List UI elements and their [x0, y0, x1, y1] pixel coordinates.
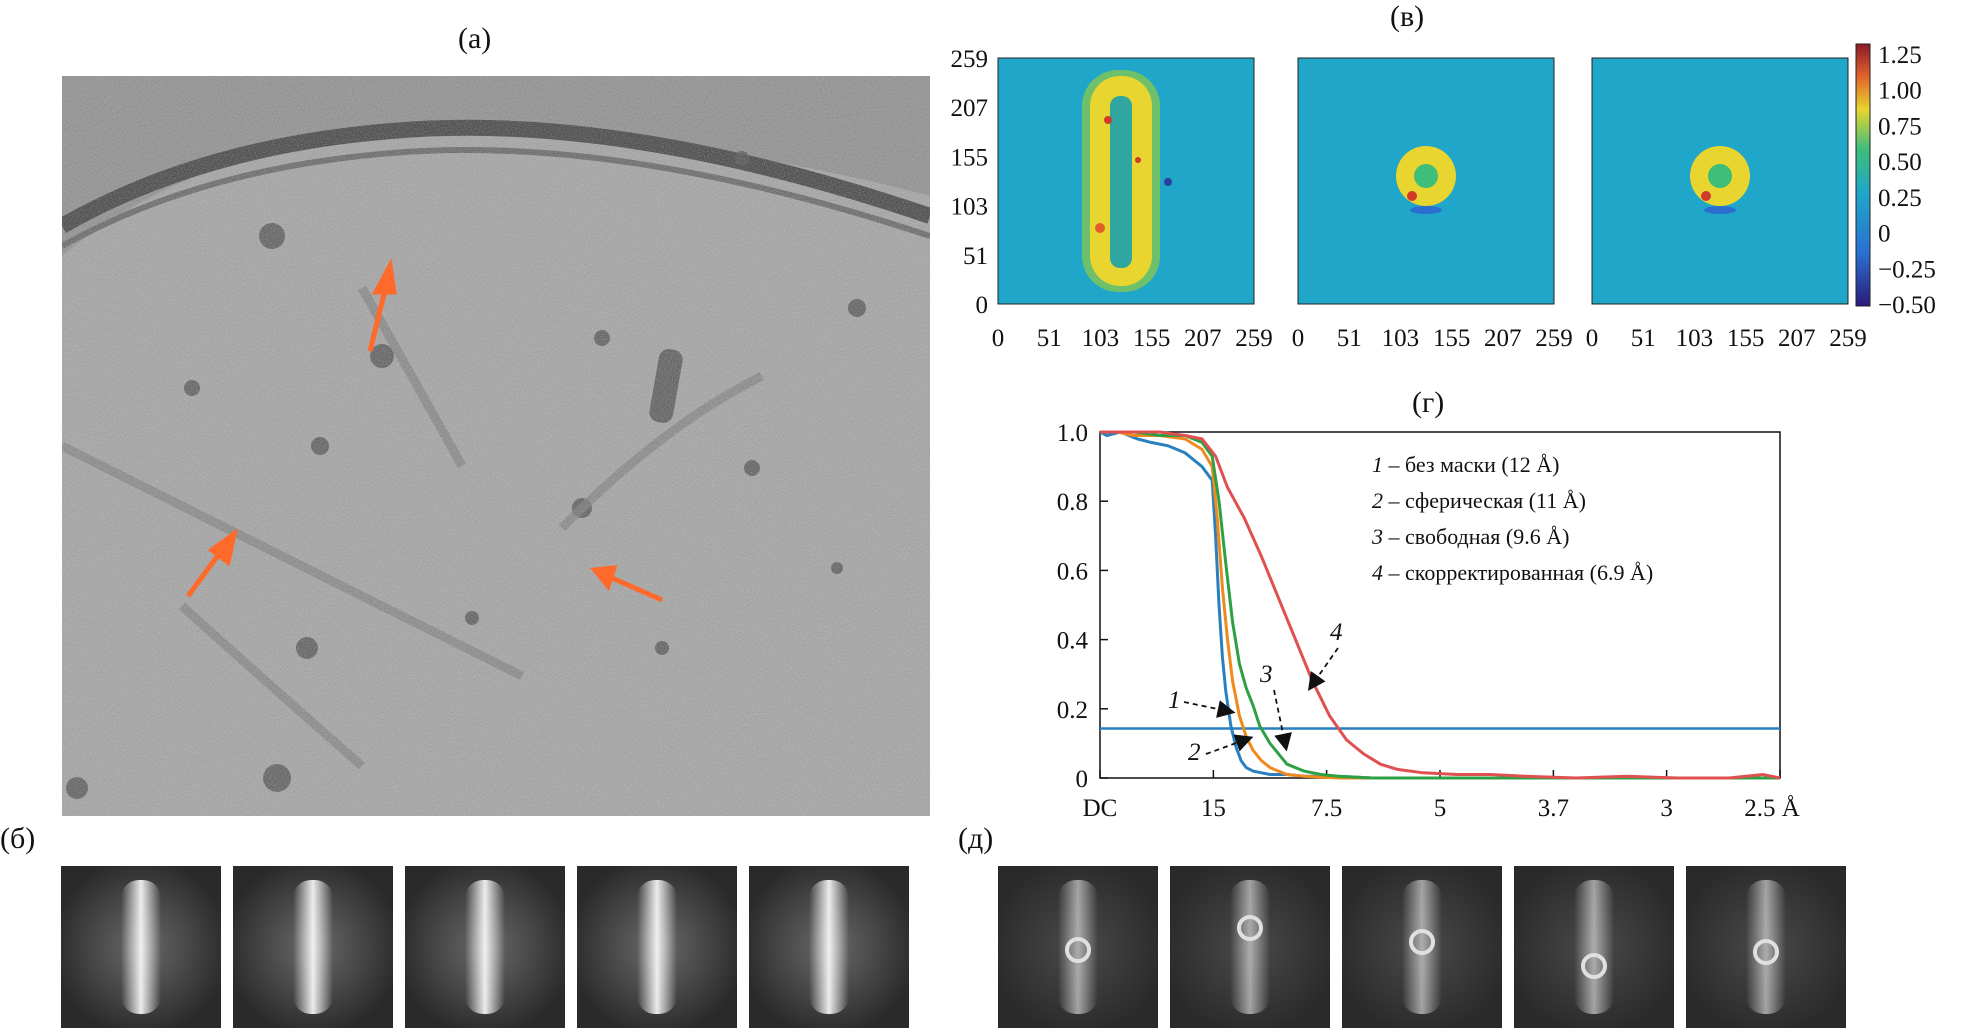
class-d-tile-image — [1170, 866, 1330, 1028]
fsc-legend-entry-4: 4 – скорректированная (6.9 Å) — [1372, 560, 1653, 585]
colorbar-tick: 0.25 — [1878, 185, 1922, 212]
colorbar-tick: −0.25 — [1878, 256, 1936, 283]
class-d-tile-3 — [1342, 866, 1502, 1028]
colorbar-tick: 1.25 — [1878, 42, 1922, 69]
fsc-x-tick: 15 — [1201, 795, 1226, 822]
class-b-tile-image — [577, 866, 737, 1028]
fsc-y-tick: 0.2 — [1057, 697, 1088, 724]
heatmap-x-tick: 0 — [992, 325, 1005, 352]
fsc-x-tick: 3.7 — [1538, 795, 1569, 822]
fsc-y-tick: 0.4 — [1057, 628, 1089, 655]
heatmap-panel: 0 51 103 155 207 259 0 51 103 155 207 259 0 51 103 155 2… — [951, 42, 1936, 352]
fsc-annotation-arrow — [1205, 734, 1254, 755]
heatmap-1 — [997, 57, 1255, 305]
cryo-em-micrograph — [62, 76, 930, 816]
heatmap-y-tick: 0 — [976, 292, 989, 319]
fsc-annotation-arrow — [1307, 647, 1339, 691]
fsc-x-tick: 3 — [1660, 795, 1673, 822]
heatmap-x-tick: 0 — [1292, 325, 1305, 352]
class-d-tile-1 — [998, 866, 1158, 1028]
heatmap-x-tick: 259 — [1235, 325, 1273, 352]
panel-a-label: (а) — [458, 22, 492, 55]
heatmap-x-tick: 155 — [1727, 325, 1765, 352]
fsc-curve-1 — [1099, 430, 1780, 780]
colorbar-tick: 0.75 — [1878, 113, 1922, 140]
colorbar-tick: 0.50 — [1878, 149, 1922, 176]
fsc-y-tick: 0 — [1076, 766, 1089, 793]
heatmap-y-tick: 155 — [951, 144, 989, 171]
heatmap-x-tick: 207 — [1484, 325, 1522, 352]
class-b-tile-2 — [233, 866, 393, 1028]
heatmap-2 — [1297, 57, 1555, 305]
fsc-legend-entry-1: 1 – без маски (12 Å) — [1372, 452, 1559, 477]
class-b-tile-image — [405, 866, 565, 1028]
fsc-y-tick: 1.0 — [1057, 420, 1088, 447]
fsc-annotation-arrow — [1273, 689, 1292, 752]
class-b-tile-image — [233, 866, 393, 1028]
heatmap-x-tick: 103 — [1082, 325, 1120, 352]
fsc-annotation-4: 4 — [1330, 619, 1343, 646]
heatmap-x-tick: 103 — [1382, 325, 1420, 352]
heatmap-x-tick: 155 — [1433, 325, 1471, 352]
class-d-tile-image — [1342, 866, 1502, 1028]
panel-g-label: (г) — [1412, 386, 1445, 419]
class-b-tile-image — [61, 866, 221, 1028]
fsc-legend-entry-3: 3 – свободная (9.6 Å) — [1371, 524, 1569, 549]
class-d-tile-image — [1686, 866, 1846, 1028]
fsc-x-tick: 7.5 — [1311, 795, 1342, 822]
colorbar-tick: 1.00 — [1878, 78, 1922, 105]
heatmap-3 — [1591, 57, 1849, 305]
heatmap-y-tick: 103 — [951, 194, 989, 221]
fsc-y-tick: 0.6 — [1057, 558, 1088, 585]
fsc-x-tick: 2.5 Å — [1744, 795, 1800, 822]
fsc-annotation-2: 2 — [1188, 739, 1201, 766]
fsc-curve-4 — [1100, 430, 1781, 780]
heatmap-y-tick: 259 — [951, 46, 989, 73]
colorbar — [1855, 43, 1871, 307]
class-d-tile-image — [1514, 866, 1674, 1028]
heatmap-x-tick: 207 — [1184, 325, 1222, 352]
fsc-x-tick: DC — [1083, 795, 1118, 822]
class-b-tile-1 — [61, 866, 221, 1028]
fsc-curve-3 — [1100, 430, 1780, 780]
heatmap-x-tick: 0 — [1586, 325, 1599, 352]
class-b-tile-image — [749, 866, 909, 1028]
heatmap-x-tick: 51 — [1337, 325, 1362, 352]
fsc-plot-frame — [1099, 431, 1781, 779]
class-d-tile-4 — [1514, 866, 1674, 1028]
colorbar-tick: 0 — [1878, 221, 1891, 248]
fsc-y-tick: 0.8 — [1057, 489, 1088, 516]
heatmap-x-tick: 51 — [1631, 325, 1656, 352]
fsc-curve-2 — [1100, 430, 1780, 780]
heatmap-x-tick: 51 — [1037, 325, 1062, 352]
class-d-tile-image — [998, 866, 1158, 1028]
micrograph-image — [62, 76, 930, 816]
fsc-annotation-3: 3 — [1259, 661, 1273, 688]
heatmap-x-tick: 259 — [1535, 325, 1573, 352]
heatmap-x-tick: 207 — [1778, 325, 1816, 352]
panel-v-label: (в) — [1390, 0, 1425, 33]
fsc-legend-entry-2: 2 – сферическая (11 Å) — [1372, 488, 1586, 513]
fsc-annotation-1: 1 — [1168, 687, 1181, 714]
panel-d-label: (д) — [958, 822, 994, 855]
heatmap-x-tick: 103 — [1676, 325, 1714, 352]
fsc-x-tick: 5 — [1434, 795, 1447, 822]
heatmap-y-tick: 51 — [963, 243, 988, 270]
heatmap-y-tick: 207 — [951, 95, 989, 122]
colorbar-tick: −0.50 — [1878, 292, 1936, 319]
class-b-tile-5 — [749, 866, 909, 1028]
heatmap-x-tick: 259 — [1829, 325, 1867, 352]
heatmap-x-tick: 155 — [1133, 325, 1171, 352]
panel-b-label: (б) — [0, 822, 36, 855]
class-d-tile-5 — [1686, 866, 1846, 1028]
arrow-marks — [185, 258, 664, 603]
class-d-tile-2 — [1170, 866, 1330, 1028]
class-b-tile-3 — [405, 866, 565, 1028]
class-b-tile-4 — [577, 866, 737, 1028]
fsc-annotation-arrow — [1183, 700, 1236, 718]
